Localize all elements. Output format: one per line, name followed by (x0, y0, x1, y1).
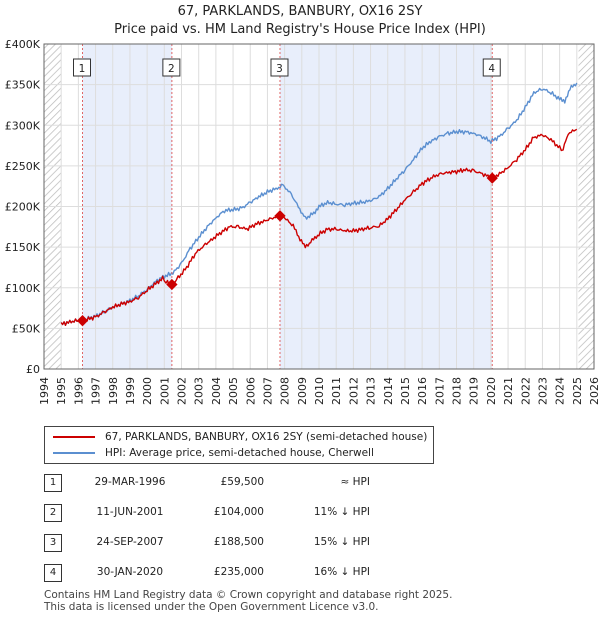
x-tick-label: 2004 (210, 377, 223, 405)
x-tick-label: 2025 (571, 377, 584, 405)
x-tick-label: 2011 (330, 377, 343, 405)
x-tick-label: 2012 (347, 377, 360, 405)
legend-swatch-hpi (53, 452, 95, 454)
table-row: 1 29-MAR-1996 £59,500 ≈ HPI (0, 474, 600, 494)
sale-label-text: 3 (276, 63, 283, 75)
legend-swatch-property (53, 436, 95, 438)
transaction-hpi: 16% ↓ HPI (313, 566, 370, 578)
chart-legend: 67, PARKLANDS, BANBURY, OX16 2SY (semi-d… (44, 426, 434, 464)
y-tick-label: £250K (5, 160, 41, 173)
x-tick-label: 2023 (536, 377, 549, 405)
table-row: 2 11-JUN-2001 £104,000 11% ↓ HPI (0, 504, 600, 524)
x-tick-label: 2000 (141, 377, 154, 405)
footer-license: This data is licensed under the Open Gov… (44, 601, 379, 613)
x-tick-label: 2002 (176, 377, 189, 405)
transaction-hpi: ≈ HPI (340, 476, 370, 488)
sale-label-box (73, 58, 91, 77)
transaction-price: £235,000 (213, 566, 264, 578)
y-tick-label: £350K (5, 79, 41, 92)
legend-label-hpi: HPI: Average price, semi-detached house,… (105, 447, 374, 459)
transaction-date: 11-JUN-2001 (96, 506, 164, 518)
x-tick-label: 2026 (588, 377, 600, 405)
x-tick-label: 2021 (502, 377, 515, 405)
x-tick-label: 2003 (193, 377, 206, 405)
transaction-number: 4 (44, 564, 62, 582)
x-tick-label: 2017 (433, 377, 446, 405)
sale-label-box (482, 58, 501, 77)
x-tick-label: 2010 (313, 377, 326, 405)
sale-label-box (162, 58, 181, 77)
transaction-number: 2 (44, 504, 62, 522)
sale-point (274, 210, 286, 222)
footer: Contains HM Land Registry data © Crown c… (44, 589, 452, 613)
y-tick-label: £100K (5, 282, 41, 295)
price-chart: 1 2 3 4 1994 1995 1996 1997 1998 1999 2000 2001 200… (5, 38, 600, 405)
x-tick-label: 2006 (244, 377, 257, 405)
x-tick-label: 2014 (382, 377, 395, 405)
x-tick-label: 1996 (72, 377, 85, 405)
transaction-date: 24-SEP-2007 (96, 536, 164, 548)
x-tick-label: 2008 (279, 377, 292, 405)
sale-label-text: 1 (79, 63, 86, 75)
transaction-price: £104,000 (213, 506, 264, 518)
sale-label-box (270, 58, 289, 77)
plot-border (43, 43, 595, 370)
sale-label-text: 4 (488, 63, 495, 75)
legend-label-property: 67, PARKLANDS, BANBURY, OX16 2SY (semi-d… (105, 431, 428, 443)
x-tick-label: 2007 (261, 377, 274, 405)
legend-item-hpi: HPI: Average price, semi-detached house,… (53, 445, 374, 461)
sale-point (486, 172, 498, 184)
x-tick-label: 2020 (485, 377, 498, 405)
y-tick-label: £200K (5, 201, 41, 214)
transaction-price: £188,500 (213, 536, 264, 548)
transaction-hpi: 15% ↓ HPI (313, 536, 370, 548)
y-tick-label: £0 (26, 363, 40, 376)
x-tick-label: 1995 (55, 377, 68, 405)
y-tick-label: £400K (5, 38, 41, 51)
x-tick-label: 2005 (227, 377, 240, 405)
transaction-hpi: 11% ↓ HPI (313, 506, 370, 518)
x-tick-label: 1998 (107, 377, 120, 405)
sale-point (166, 278, 178, 291)
x-tick-label: 1994 (38, 377, 51, 405)
y-tick-label: £150K (5, 241, 41, 254)
transaction-date: 30-JAN-2020 (96, 566, 164, 578)
transaction-number: 3 (44, 534, 62, 552)
x-tick-label: 2024 (554, 377, 567, 405)
table-row: 4 30-JAN-2020 £235,000 16% ↓ HPI (0, 564, 600, 584)
y-tick-label: £50K (12, 322, 41, 335)
x-tick-label: 2022 (519, 377, 532, 405)
legend-item-property: 67, PARKLANDS, BANBURY, OX16 2SY (semi-d… (53, 429, 427, 445)
chart-title: 67, PARKLANDS, BANBURY, OX16 2SY (177, 4, 423, 19)
x-tick-label: 2018 (451, 377, 464, 405)
chart-subtitle: Price paid vs. HM Land Registry's House … (114, 22, 486, 37)
transaction-price: £59,500 (220, 476, 264, 488)
x-tick-label: 1999 (124, 377, 137, 405)
x-tick-label: 2001 (158, 377, 171, 405)
y-tick-label: £300K (5, 119, 41, 132)
x-tick-label: 1997 (90, 377, 103, 405)
x-tick-label: 2013 (365, 377, 378, 405)
footer-copyright: Contains HM Land Registry data © Crown c… (44, 589, 453, 601)
transaction-number: 1 (44, 474, 62, 492)
transaction-date: 29-MAR-1996 (94, 476, 166, 488)
x-tick-label: 2015 (399, 377, 412, 405)
x-tick-label: 2019 (468, 377, 481, 405)
x-tick-label: 2009 (296, 377, 309, 405)
sale-label-text: 2 (168, 63, 175, 75)
table-row: 3 24-SEP-2007 £188,500 15% ↓ HPI (0, 534, 600, 554)
x-tick-label: 2016 (416, 377, 429, 405)
